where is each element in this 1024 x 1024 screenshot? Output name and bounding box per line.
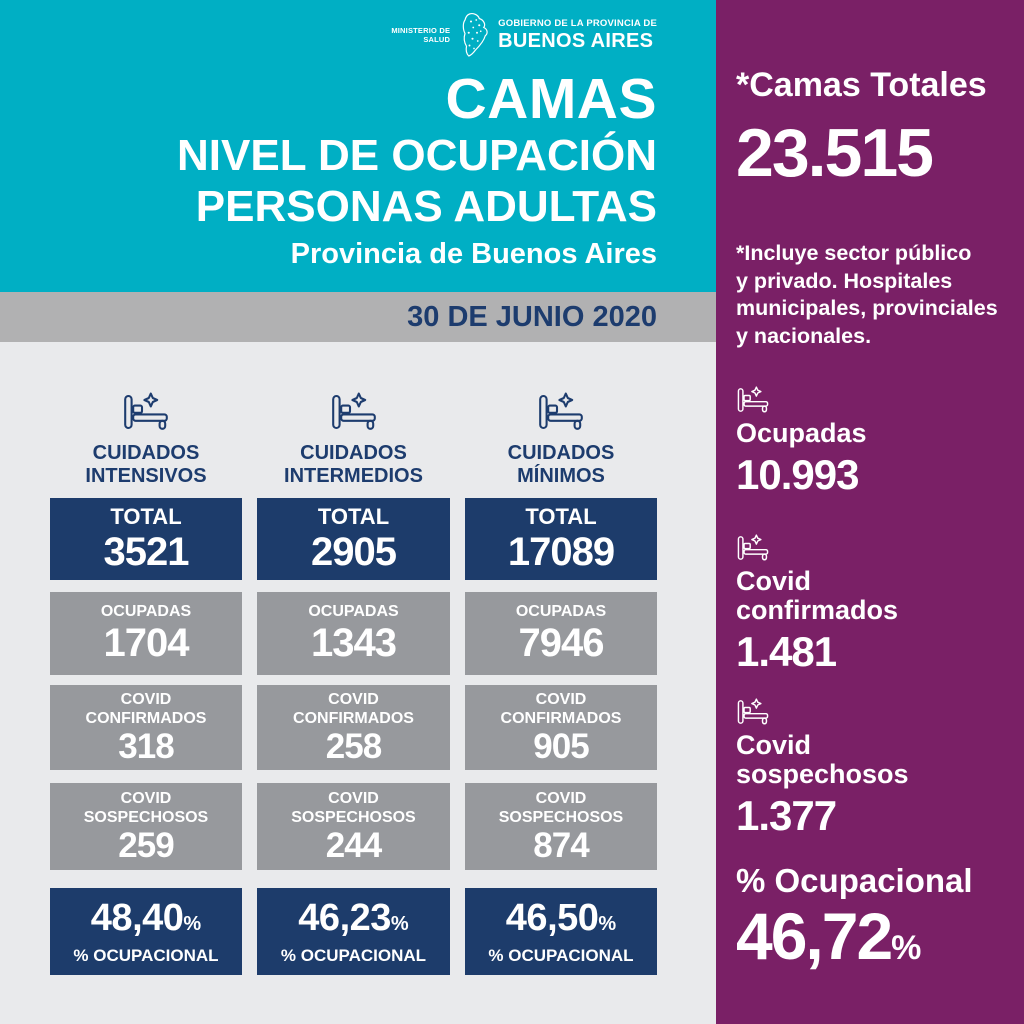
total-box: TOTAL 3521: [50, 498, 242, 580]
total-value: 3521: [103, 530, 190, 574]
covid-sospechosos-box: COVID SOSPECHOSOS 874: [465, 783, 657, 870]
ocupadas-value: 1704: [103, 621, 190, 665]
total-label: TOTAL: [317, 504, 390, 529]
hospital-bed-icon: [736, 698, 909, 726]
covid-sospechosos-value: 874: [533, 825, 589, 865]
percent-sign: %: [598, 912, 617, 935]
ocupacional-box: 46,23% % OCUPACIONAL: [257, 888, 450, 975]
column-title-line2: INTERMEDIOS: [284, 465, 423, 487]
covid-confirmados-value: 258: [325, 726, 382, 766]
stat-value: 1.481: [736, 628, 837, 675]
ocupadas-box: OCUPADAS 7946: [465, 592, 657, 675]
hospital-bed-icon: [736, 534, 898, 562]
ocupadas-label: OCUPADAS: [100, 603, 192, 620]
footnote: *Incluye sector público y privado. Hospi…: [736, 241, 998, 348]
column-cuidados-intensivos: CUIDADOS INTENSIVOS TOTAL 3521 OCUPADAS …: [50, 342, 242, 1024]
hospital-bed-icon: [50, 392, 242, 434]
column-title-line1: CUIDADOS: [92, 442, 200, 464]
province-map-icon: [462, 13, 488, 57]
region-label: Provincia de Buenos Aires: [290, 238, 657, 270]
covid-sospechosos-label: COVID SOSPECHOSOS: [83, 789, 209, 826]
ministry-line1: MINISTERIO DE: [391, 26, 451, 35]
ocupacional-label: % OCUPACIONAL: [488, 945, 634, 965]
total-value: 17089: [507, 530, 615, 574]
stat-label: Ocupadas: [736, 418, 867, 448]
stat-value: 10.993: [736, 451, 859, 498]
covid-sospechosos-box: COVID SOSPECHOSOS 244: [257, 783, 450, 870]
subtitle-line2: PERSONAS ADULTAS: [195, 182, 657, 231]
hospital-bed-icon: [736, 386, 867, 414]
ocupadas-value: 1343: [311, 621, 397, 665]
covid-sospechosos-label: COVID SOSPECHOSOS: [291, 789, 416, 826]
gov-line2: BUENOS AIRES: [498, 29, 654, 52]
percent-sign: %: [390, 912, 409, 935]
header-section: MINISTERIO DE SALUD GOBIERNO DE LA PROVI…: [0, 0, 716, 292]
ocupadas-label: OCUPADAS: [308, 603, 399, 620]
column-title-line1: CUIDADOS: [507, 442, 615, 464]
column-title: CUIDADOS INTERMEDIOS: [257, 442, 450, 488]
covid-sospechosos-label: COVID SOSPECHOSOS: [498, 789, 624, 826]
ocupacional-value: 46,23%: [298, 896, 409, 939]
ocupacional-total-label: % Ocupacional: [736, 862, 973, 899]
ocupacional-value: 48,40%: [90, 896, 202, 939]
ocupacional-box: 48,40% % OCUPACIONAL: [50, 888, 242, 975]
stat-label: Covid confirmados: [736, 566, 899, 625]
covid-confirmados-box: COVID CONFIRMADOS 905: [465, 685, 657, 770]
stat-label: Covid sospechosos: [736, 730, 909, 789]
covid-sospechosos-box: COVID SOSPECHOSOS 259: [50, 783, 242, 870]
gov-label: GOBIERNO DE LA PROVINCIA DE BUENOS AIRES: [498, 19, 657, 51]
ocupacional-total-value: 46,72%: [736, 899, 922, 973]
stat-covid-sospechosos: Covid sospechosos 1.377: [736, 698, 909, 839]
column-title-line2: INTENSIVOS: [85, 465, 207, 487]
ocupacional-box: 46,50% % OCUPACIONAL: [465, 888, 657, 975]
ocupacional-label: % OCUPACIONAL: [73, 945, 219, 965]
stat-covid-confirmados: Covid confirmados 1.481: [736, 534, 898, 675]
total-label: TOTAL: [110, 504, 182, 529]
ocupacional-value: 46,50%: [505, 896, 617, 939]
stat-ocupadas: Ocupadas 10.993: [736, 386, 867, 498]
covid-confirmados-value: 318: [118, 726, 174, 766]
total-value: 2905: [311, 530, 397, 574]
subtitle-line1: NIVEL DE OCUPACIÓN: [177, 131, 657, 180]
column-title: CUIDADOS MÍNIMOS: [465, 442, 657, 488]
title-block: CAMAS NIVEL DE OCUPACIÓN PERSONAS ADULTA…: [177, 68, 657, 273]
covid-confirmados-box: COVID CONFIRMADOS 258: [257, 685, 450, 770]
date-bar: 30 DE JUNIO 2020: [0, 292, 716, 342]
covid-confirmados-label: COVID CONFIRMADOS: [293, 690, 414, 727]
ocupadas-value: 7946: [518, 621, 605, 665]
percent-sign: %: [183, 912, 202, 935]
ocupadas-box: OCUPADAS 1343: [257, 592, 450, 675]
covid-sospechosos-value: 244: [325, 825, 382, 865]
column-title: CUIDADOS INTENSIVOS: [50, 442, 242, 488]
covid-confirmados-label: COVID CONFIRMADOS: [500, 690, 622, 727]
total-box: TOTAL 17089: [465, 498, 657, 580]
ministry-line2: SALUD: [423, 35, 451, 44]
stat-value: 1.377: [736, 792, 837, 839]
covid-sospechosos-value: 259: [118, 825, 174, 865]
camas-totales-value: 23.515: [736, 115, 934, 191]
ocupacional-label: % OCUPACIONAL: [280, 945, 427, 965]
totals-sidebar: *Camas Totales 23.515 *Incluye sector pú…: [716, 0, 1024, 1024]
total-box: TOTAL 2905: [257, 498, 450, 580]
camas-totales-label: *Camas Totales: [736, 66, 987, 104]
gov-line1: GOBIERNO DE LA PROVINCIA DE: [498, 18, 657, 30]
covid-confirmados-box: COVID CONFIRMADOS 318: [50, 685, 242, 770]
covid-confirmados-value: 905: [533, 726, 589, 766]
page-title: CAMAS: [445, 67, 657, 131]
total-label: TOTAL: [525, 504, 597, 529]
ocupadas-box: OCUPADAS 1704: [50, 592, 242, 675]
ocupadas-label: OCUPADAS: [515, 603, 607, 620]
column-title-line1: CUIDADOS: [300, 442, 407, 464]
column-cuidados-intermedios: CUIDADOS INTERMEDIOS TOTAL 2905 OCUPADAS…: [257, 342, 450, 1024]
percent-sign: %: [891, 929, 922, 967]
hospital-bed-icon: [257, 392, 450, 434]
hospital-bed-icon: [465, 392, 657, 434]
government-logo: MINISTERIO DE SALUD GOBIERNO DE LA PROVI…: [391, 12, 657, 58]
column-cuidados-minimos: CUIDADOS MÍNIMOS TOTAL 17089 OCUPADAS 79…: [465, 342, 657, 1024]
covid-confirmados-label: COVID CONFIRMADOS: [85, 690, 207, 727]
ministry-label: MINISTERIO DE SALUD: [391, 26, 450, 44]
column-title-line2: MÍNIMOS: [517, 465, 605, 487]
